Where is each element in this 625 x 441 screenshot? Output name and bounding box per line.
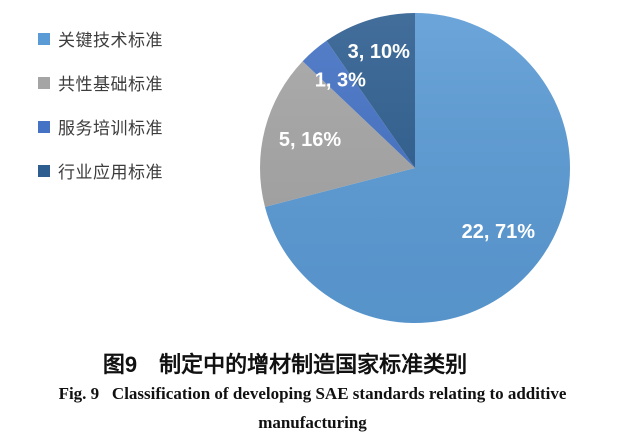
chart-legend: 关键技术标准 共性基础标准 服务培训标准 行业应用标准 xyxy=(38,26,163,183)
pie-slice-label-0: 22, 71% xyxy=(462,221,536,243)
legend-item-label: 服务培训标准 xyxy=(58,119,163,138)
pie-slice-label-2: 1, 3% xyxy=(315,69,366,91)
figure-caption-english-line1: Fig. 9 Classification of developing SAE … xyxy=(58,384,567,403)
legend-item-industry-application: 行业应用标准 xyxy=(38,158,163,183)
pie-slice-label-3: 3, 10% xyxy=(348,41,410,63)
legend-item-service-training: 服务培训标准 xyxy=(38,114,163,139)
figure-caption-english-line2: manufacturing xyxy=(258,413,367,432)
legend-swatch-icon xyxy=(38,76,50,89)
legend-item-label: 行业应用标准 xyxy=(58,163,163,182)
legend-item-key-technical: 关键技术标准 xyxy=(38,26,163,51)
pie-slice-label-1: 5, 16% xyxy=(279,129,341,151)
legend-item-common-basic: 共性基础标准 xyxy=(38,70,163,95)
figure-caption-chinese: 图9 制定中的增材制造国家标准类别 xyxy=(102,352,468,377)
pie-sheen-overlay xyxy=(260,13,570,323)
legend-item-label: 共性基础标准 xyxy=(58,75,163,94)
legend-swatch-icon xyxy=(38,120,50,133)
legend-swatch-icon xyxy=(38,164,50,177)
legend-swatch-icon xyxy=(38,32,50,45)
legend-item-label: 关键技术标准 xyxy=(58,31,163,50)
pie-chart: 22, 71% 5, 16% 1, 3% 3, 10% xyxy=(260,13,571,323)
